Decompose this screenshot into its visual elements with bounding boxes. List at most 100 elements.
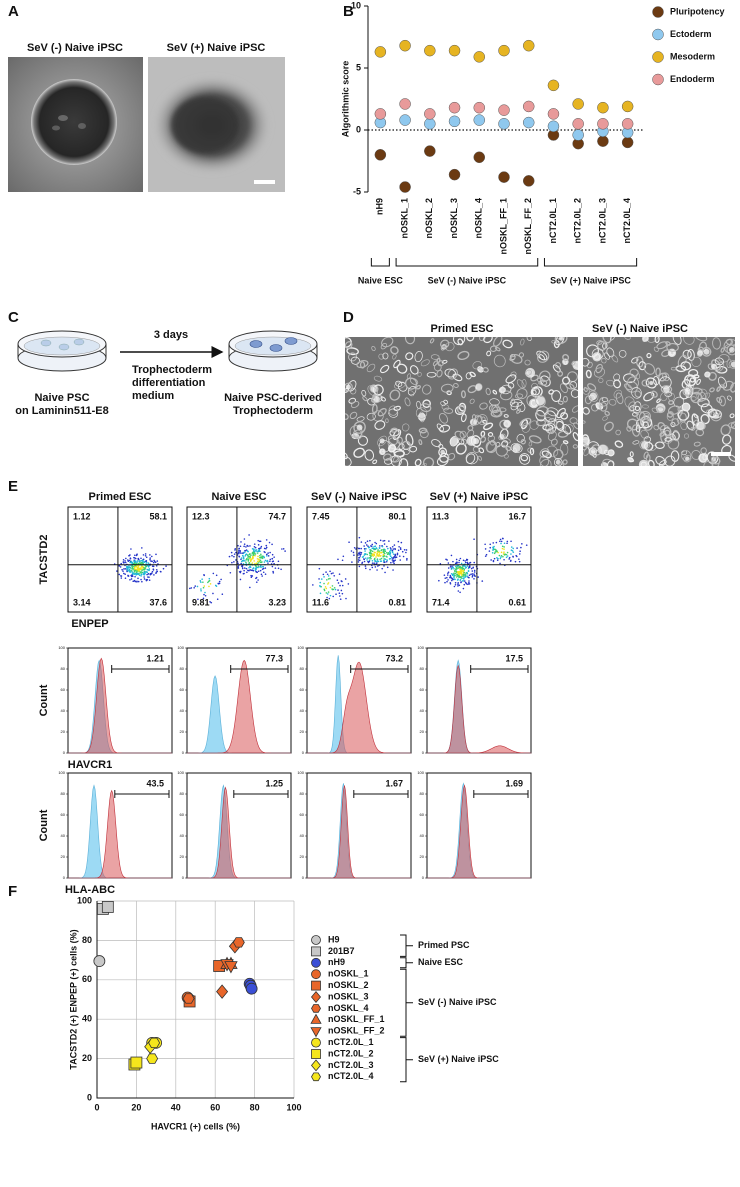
- event-dot: [140, 567, 142, 570]
- event-dot: [146, 571, 149, 574]
- event-dot: [447, 579, 449, 581]
- y-tick-label: 10: [351, 0, 361, 10]
- cell: [345, 384, 351, 390]
- cell: [710, 409, 722, 422]
- legend-marker: [310, 1013, 322, 1024]
- cell: [654, 441, 665, 449]
- dot: [473, 51, 486, 63]
- event-dot: [459, 557, 462, 560]
- event-dot: [371, 559, 374, 562]
- event-dot: [380, 557, 383, 560]
- event-dot: [145, 565, 147, 568]
- event-dot: [120, 577, 123, 579]
- event-dot: [402, 555, 405, 558]
- event-dot: [385, 560, 388, 563]
- event-dot: [495, 541, 498, 544]
- y-tick-label: 60: [82, 974, 92, 984]
- event-dot: [342, 555, 345, 558]
- cell: [444, 368, 456, 378]
- event-dot: [122, 561, 125, 563]
- cell: [553, 458, 563, 466]
- event-dot: [134, 561, 137, 563]
- cell: [572, 432, 578, 442]
- event-dot: [141, 569, 143, 572]
- cell: [562, 459, 568, 465]
- event-dot: [253, 560, 255, 562]
- cell: [516, 388, 528, 400]
- cell: [398, 458, 409, 466]
- event-dot: [144, 572, 146, 575]
- histogram-stained: [187, 786, 291, 879]
- event-dot: [264, 567, 267, 569]
- event-dot: [262, 567, 265, 570]
- event-dot: [453, 570, 456, 572]
- cell: [503, 419, 512, 428]
- cell: [536, 396, 545, 406]
- event-dot: [325, 587, 328, 590]
- event-dot: [130, 575, 133, 578]
- event-dot: [450, 568, 453, 570]
- cell: [591, 348, 604, 360]
- y-tick-label: 100: [417, 770, 424, 775]
- cell: [377, 407, 387, 417]
- event-dot: [204, 591, 206, 594]
- event-dot: [129, 561, 131, 564]
- group-bracket: [400, 957, 413, 969]
- event-dot: [496, 559, 499, 561]
- event-dot: [237, 544, 239, 547]
- event-dot: [197, 598, 199, 601]
- cell: [440, 383, 454, 393]
- cell: [556, 407, 566, 419]
- event-dot: [473, 569, 476, 572]
- event-dot: [449, 574, 452, 577]
- event-dot: [464, 567, 467, 569]
- cell: [404, 397, 411, 407]
- event-dot: [382, 553, 385, 556]
- event-dot: [393, 544, 396, 546]
- y-axis-label: TACSTD2: [38, 535, 50, 585]
- cell: [510, 443, 523, 453]
- event-dot: [202, 586, 205, 589]
- event-dot: [143, 578, 146, 580]
- cell: [583, 387, 590, 395]
- dot: [498, 118, 510, 130]
- cell: [726, 338, 735, 346]
- cell: [389, 429, 400, 437]
- cell: [686, 420, 695, 431]
- event-dot: [364, 550, 366, 552]
- event-dot: [251, 548, 254, 550]
- cell: [509, 398, 523, 408]
- event-dot: [392, 553, 395, 555]
- event-dot: [361, 562, 363, 564]
- event-dot: [489, 546, 492, 549]
- event-dot: [454, 565, 457, 568]
- y-tick-label: 40: [61, 708, 66, 713]
- event-dot: [137, 568, 139, 571]
- event-dot: [239, 570, 242, 573]
- event-dot: [493, 557, 496, 560]
- event-dot: [392, 557, 395, 559]
- event-dot: [200, 589, 202, 592]
- event-dot: [468, 566, 471, 569]
- event-dot: [466, 558, 469, 561]
- cell: [477, 366, 484, 373]
- event-dot: [137, 564, 140, 567]
- cell: [555, 459, 561, 465]
- event-dot: [242, 563, 245, 565]
- y-tick-label: 100: [297, 645, 304, 650]
- cell: [528, 441, 533, 447]
- event-dot: [126, 567, 128, 569]
- cell: [505, 374, 517, 384]
- event-dot: [363, 548, 366, 550]
- cell: [639, 440, 651, 450]
- column-title: SeV (+) Naive iPSC: [430, 491, 529, 503]
- cell: [502, 437, 511, 444]
- cell: [604, 410, 610, 416]
- legend-label: Pluripotency: [670, 6, 725, 16]
- y-tick-label: 100: [177, 645, 184, 650]
- event-dot: [330, 572, 333, 575]
- cell: [419, 403, 432, 413]
- event-dot: [129, 571, 132, 573]
- cell: [356, 424, 363, 431]
